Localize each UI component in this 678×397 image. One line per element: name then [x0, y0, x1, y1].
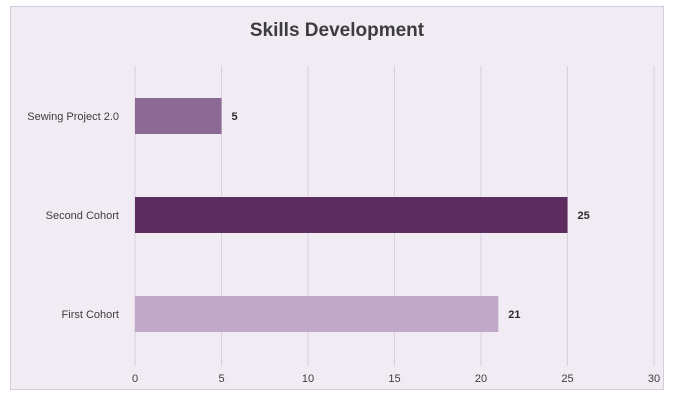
category-label: Sewing Project 2.0: [27, 111, 119, 123]
bar-first-cohort: [135, 296, 499, 332]
x-tick-label-10: 10: [302, 373, 314, 385]
category-label: Second Cohort: [46, 210, 119, 222]
data-label: 5: [232, 111, 238, 123]
bar-second-cohort: [135, 197, 568, 233]
x-tick-label-15: 15: [388, 373, 400, 385]
x-tick-label-30: 30: [648, 373, 660, 385]
data-label: 25: [578, 210, 590, 222]
category-label: First Cohort: [62, 309, 119, 321]
x-tick-label-5: 5: [218, 373, 224, 385]
chart-title: Skills Development: [249, 20, 425, 41]
bar-layer: [135, 98, 568, 332]
label-layer: 0 5 10 15 20 25 30 Sewing Project 2.0 5 Second Co…: [27, 111, 660, 385]
x-tick-label-25: 25: [561, 373, 573, 385]
data-label: 21: [508, 309, 520, 321]
x-tick-label-20: 20: [475, 373, 487, 385]
x-tick-label-0: 0: [132, 373, 138, 385]
bar-sewing-project-2-0: [135, 98, 222, 134]
